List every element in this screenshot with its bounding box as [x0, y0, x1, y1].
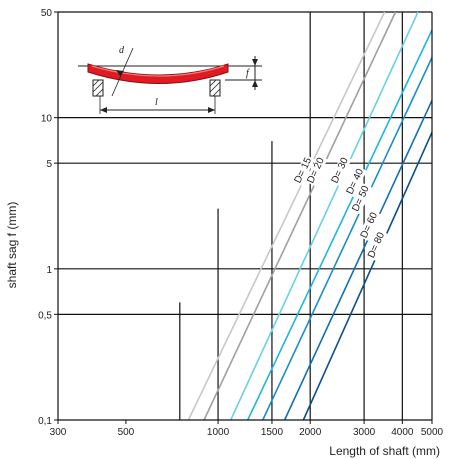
inset-label-d: d	[119, 45, 125, 56]
y-tick-label-50: 50	[41, 8, 53, 19]
series-label-bg-D-40	[344, 165, 367, 198]
y-tick-label-1: 1	[46, 265, 52, 276]
x-axis-title: Length of shaft (mm)	[329, 444, 440, 458]
inset-label-l: l	[155, 97, 158, 108]
length-arrow-left	[100, 107, 107, 113]
shaft-bent	[87, 63, 229, 84]
series-label-bg-D-50	[349, 182, 373, 215]
x-tick-label-3000: 3000	[353, 427, 376, 438]
right-support-hatch	[209, 79, 221, 97]
y-tick-label-0-5: 0,5	[38, 310, 52, 321]
y-tick-label-5: 5	[46, 159, 52, 170]
x-tick-label-4000: 4000	[391, 427, 414, 438]
series-label-bg-D-15	[292, 154, 315, 186]
series-line-D-60	[283, 100, 433, 421]
x-tick-label-1500: 1500	[261, 427, 284, 438]
length-arrow-right	[208, 107, 215, 113]
sag-arrow-top	[252, 59, 258, 66]
series-label-bg-D-80	[365, 229, 388, 261]
series-line-D-40	[246, 29, 433, 421]
series-line-D-20	[203, 11, 397, 421]
series-label-bg-D-30	[329, 154, 352, 187]
series-line-D-80	[302, 131, 433, 421]
x-tick-label-5000: 5000	[421, 427, 444, 438]
axes	[54, 11, 433, 424]
series-line-D-30	[229, 11, 419, 421]
tick-labels: 300 500 1000 1500 2000 3000 4000 5000 0,1 0,5 1 5 10…	[38, 8, 443, 438]
x-tick-label-2000: 2000	[299, 427, 322, 438]
series-label-bg-D-20	[305, 154, 328, 187]
sag-arrow-bottom	[252, 80, 258, 87]
diameter-arrow	[116, 70, 124, 76]
y-tick-label-10: 10	[41, 114, 53, 125]
series-line-D-15	[187, 11, 386, 421]
series-line-D-50	[262, 57, 433, 421]
y-tick-label-0-1: 0,1	[38, 416, 52, 427]
x-tick-label-500: 500	[118, 427, 135, 438]
left-support-block	[92, 79, 104, 97]
shaft-inset-diagram: d f l	[78, 45, 262, 114]
series-lines: D= 15D= 20 D= 30D= 40D= 50D= 60D= 80	[187, 11, 433, 421]
left-support-hatch	[92, 79, 104, 97]
inset-label-f: f	[246, 68, 250, 79]
y-axis-title: shaft sag f (mm)	[5, 202, 19, 289]
x-tick-label-300: 300	[50, 427, 67, 438]
series-label-bg-D-60	[358, 209, 381, 241]
shaft-highlight	[91, 65, 225, 77]
x-tick-label-1000: 1000	[207, 427, 230, 438]
